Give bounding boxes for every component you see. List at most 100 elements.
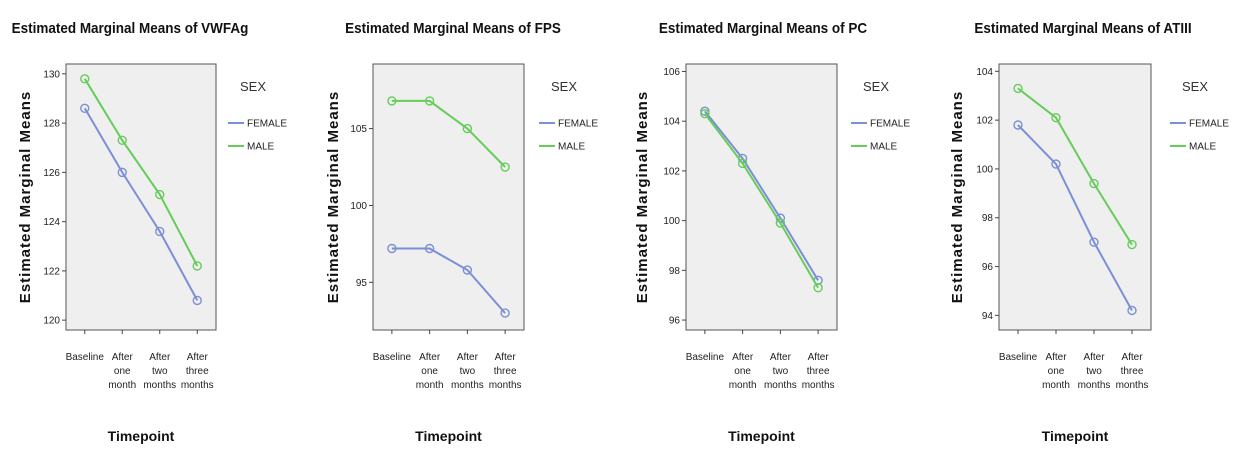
x-tick-label: After two months: [143, 352, 176, 391]
chart-3: Estimated Marginal Means of PC 96 98 100 102…: [634, 20, 910, 444]
y-tick-label: 95: [356, 278, 368, 289]
y-tick-label: 120: [43, 316, 60, 327]
series-line-female: [704, 110, 819, 281]
y-tick-label: 94: [982, 311, 994, 322]
legend-item-male: MALE: [870, 142, 898, 153]
x-axis-label: Timepoint: [1042, 428, 1109, 444]
legend-item-female: FEMALE: [558, 119, 598, 130]
plot-area: [685, 63, 838, 331]
data-point: [1127, 239, 1137, 250]
x-tick-label: After one month: [1042, 352, 1070, 391]
chart-1: Estimated Marginal Means of VWFAg 120 122 1…: [12, 20, 288, 444]
data-point: [424, 96, 435, 106]
legend-item-male: MALE: [558, 142, 586, 153]
y-tick-label: 122: [43, 266, 60, 277]
x-tick-label: After two months: [1078, 352, 1111, 391]
data-point: [192, 295, 202, 306]
y-tick-label: 105: [350, 124, 367, 135]
x-tick-label: After one month: [729, 352, 757, 391]
legend-item-male: MALE: [247, 142, 275, 153]
y-tick-label: 106: [663, 67, 680, 78]
x-axis-label: Timepoint: [415, 428, 482, 444]
y-axis-label: Estimated Marginal Means: [634, 91, 651, 303]
data-point: [1013, 83, 1023, 94]
legend: SEX FEMALE MALE: [539, 79, 598, 153]
plot-area: [998, 63, 1152, 331]
y-tick-label: 102: [976, 116, 993, 127]
x-axis-label: Timepoint: [728, 428, 795, 444]
chart-title: Estimated Marginal Means of PC: [659, 20, 867, 37]
y-tick-label: 98: [982, 213, 994, 224]
chart-4: Estimated Marginal Means of ATIII 94 96 98 1…: [949, 20, 1229, 444]
data-point: [117, 167, 127, 178]
y-tick-label: 100: [663, 216, 680, 227]
x-tick-label: After one month: [108, 352, 136, 391]
data-point: [813, 283, 823, 293]
x-tick-label: After three months: [489, 352, 522, 391]
data-point: [1051, 112, 1061, 123]
legend-title: SEX: [1182, 79, 1208, 94]
data-point: [700, 109, 710, 119]
series-line-female: [1017, 124, 1133, 311]
y-tick-label: 98: [669, 266, 681, 277]
x-tick-label: After three months: [802, 352, 835, 391]
x-tick-label: After two months: [764, 352, 797, 391]
x-tick-label: Baseline: [373, 352, 412, 363]
y-tick-label: 126: [43, 168, 60, 179]
y-tick-label: 96: [669, 316, 681, 327]
series-line-male: [1017, 87, 1133, 246]
data-point: [462, 123, 473, 134]
legend-item-male: MALE: [1189, 142, 1217, 153]
x-tick-label: After two months: [451, 352, 484, 391]
y-tick-label: 130: [43, 69, 60, 80]
x-tick-label: After three months: [1116, 352, 1149, 391]
legend-item-female: FEMALE: [247, 119, 287, 130]
series-line-male: [83, 78, 199, 267]
chart-title: Estimated Marginal Means of FPS: [345, 20, 561, 37]
data-point: [500, 162, 510, 172]
chart-2: Estimated Marginal Means of FPS 95 100 105 B…: [325, 20, 598, 444]
x-tick-label: Baseline: [686, 352, 725, 363]
data-point: [1013, 120, 1023, 130]
legend: SEX FEMALE MALE: [1170, 79, 1229, 153]
legend-title: SEX: [240, 79, 266, 94]
x-tick-label: After one month: [416, 352, 444, 391]
data-point: [1089, 237, 1099, 247]
y-axis-label: Estimated Marginal Means: [17, 91, 34, 303]
series-line-female: [391, 247, 506, 314]
data-point: [80, 103, 90, 114]
data-point: [775, 218, 786, 228]
data-point: [387, 243, 397, 254]
data-point: [387, 96, 397, 106]
data-point: [117, 135, 127, 146]
legend-title: SEX: [551, 79, 577, 94]
x-tick-label: Baseline: [999, 352, 1038, 363]
chart-title: Estimated Marginal Means of ATIII: [974, 20, 1191, 37]
data-point: [1051, 159, 1061, 169]
legend-item-female: FEMALE: [1189, 119, 1229, 130]
y-tick-label: 100: [350, 201, 367, 212]
chart-title: Estimated Marginal Means of VWFAg: [12, 20, 249, 37]
data-point: [1089, 178, 1099, 189]
x-tick-label: After three months: [181, 352, 214, 391]
data-point: [500, 308, 510, 318]
data-point: [192, 261, 202, 271]
data-point: [155, 189, 165, 200]
series-line-female: [83, 107, 199, 301]
data-point: [80, 74, 90, 84]
plot-area: [65, 63, 217, 331]
y-axis-label: Estimated Marginal Means: [949, 91, 966, 303]
y-axis-label: Estimated Marginal Means: [325, 91, 342, 303]
y-tick-label: 100: [976, 164, 993, 175]
plot-area: [372, 63, 525, 331]
data-point: [1127, 305, 1137, 316]
series-line-male: [704, 113, 819, 289]
legend: SEX FEMALE MALE: [851, 79, 910, 153]
data-point: [424, 243, 435, 254]
data-point: [155, 226, 165, 237]
legend: SEX FEMALE MALE: [228, 79, 287, 153]
x-axis-label: Timepoint: [108, 428, 175, 444]
y-tick-label: 124: [43, 217, 60, 228]
y-tick-label: 102: [663, 166, 680, 177]
